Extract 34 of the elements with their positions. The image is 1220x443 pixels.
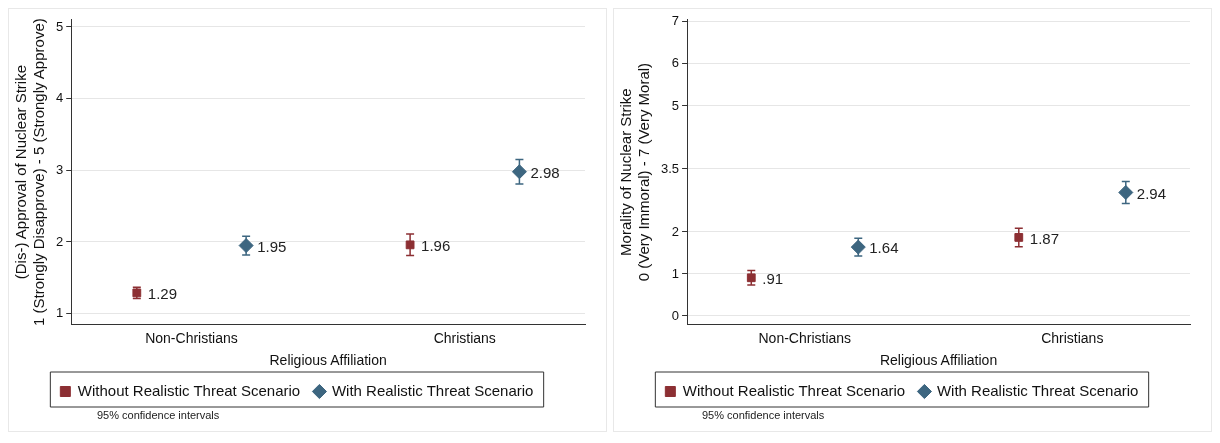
x-axis-title: Religious Affiliation xyxy=(269,352,387,369)
data-label: 2.94 xyxy=(1136,184,1166,202)
legend-label: Without Realistic Threat Scenario xyxy=(682,381,906,399)
y-tick-label: 1 xyxy=(56,305,64,321)
data-label: 2.98 xyxy=(530,163,560,181)
y-axis-title: Morality of Nuclear Strike 0 (Very Immoral) - 7 (Very Moral) xyxy=(617,62,653,282)
data-label: 1.96 xyxy=(421,236,451,254)
x-axis-title: Religious Affiliation xyxy=(879,352,998,369)
y-tick-label: 4 xyxy=(56,90,64,106)
x-tick-label: Christians xyxy=(1041,329,1104,346)
y-tick-label: 0 xyxy=(671,307,680,323)
y-tick-label: 1 xyxy=(671,265,680,281)
text: 95% confidence intervals xyxy=(96,409,221,423)
x-tick-label: Non-Christians xyxy=(758,329,852,346)
legend-label: With Realistic Threat Scenario xyxy=(936,381,1139,399)
y-tick-label: 7 xyxy=(671,13,680,29)
legend-label: With Realistic Threat Scenario xyxy=(331,381,534,399)
data-label: 1.29 xyxy=(147,285,178,303)
y-axis-title: (Dis-) Approval of Nuclear Strike 1 (Strongly Disapprove) - 5 (Strongly Approve) xyxy=(12,18,48,326)
legend-label: Without Realistic Threat Scenario xyxy=(77,381,301,399)
y-tick-label: 6 xyxy=(671,55,680,71)
x-tick-label: Non-Christians xyxy=(145,329,238,346)
y-tick-label: 5 xyxy=(56,18,64,34)
y-tick-label: 3.5 xyxy=(660,160,680,176)
x-tick-label: Christians xyxy=(433,329,496,346)
text: 95% confidence intervals xyxy=(701,409,826,423)
y-tick-label: 5 xyxy=(671,97,680,113)
data-label: 1.95 xyxy=(257,237,287,255)
y-tick-label: 3 xyxy=(56,161,64,177)
y-tick-label: 2 xyxy=(56,233,64,249)
data-label: 1.64 xyxy=(869,239,899,257)
data-label: 1.87 xyxy=(1029,229,1059,247)
y-tick-label: 2 xyxy=(671,223,680,239)
data-label: .91 xyxy=(762,269,784,287)
